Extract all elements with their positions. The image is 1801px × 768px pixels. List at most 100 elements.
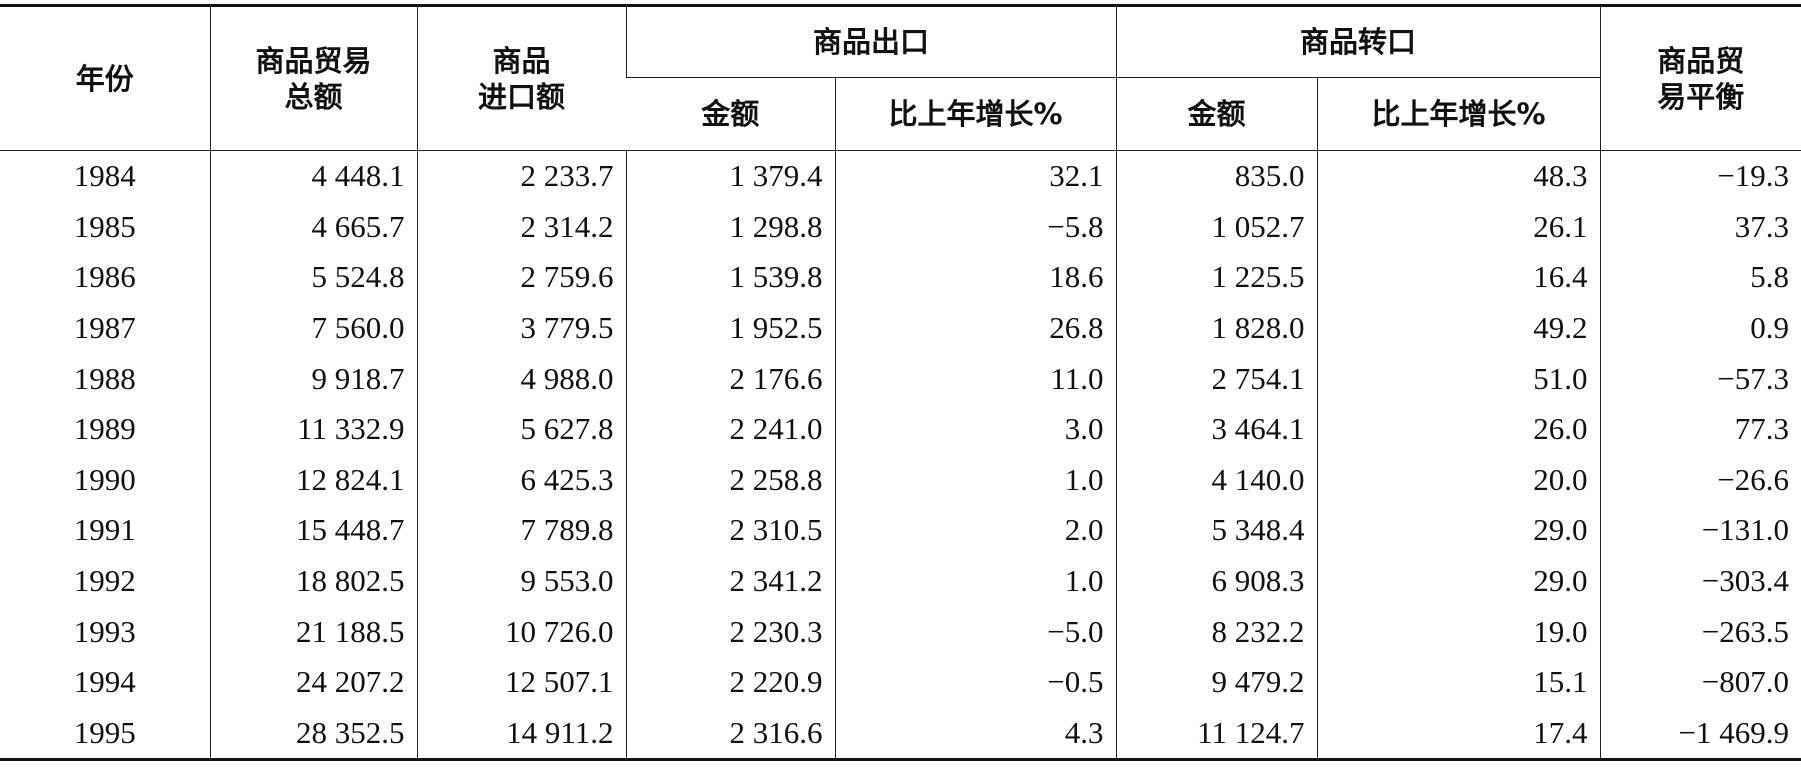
value-cell: 2 754.1 xyxy=(1115,353,1318,404)
value-cell: 1 828.0 xyxy=(1115,302,1318,354)
header-text: 商品贸易 xyxy=(255,43,372,78)
subheader-row: 金额 比上年增长% 金额 比上年增长% xyxy=(0,77,1801,151)
value-cell: 11 332.9 xyxy=(209,403,417,455)
value-cell: −19.3 xyxy=(1599,150,1801,202)
value-cell: 1 298.8 xyxy=(625,201,835,253)
value-cell: 4 140.0 xyxy=(1115,454,1318,506)
data-row: 1984 4 448.1 2 233.7 1 379.4 32.1 835.0 48.3 −1… xyxy=(0,150,1801,202)
data-row: 1993 21 188.5 10 726.0 2 230.3 −5.0 8 232.2 19… xyxy=(0,606,1801,657)
value-cell: 49.2 xyxy=(1316,302,1601,354)
subheader-cell: 金额 xyxy=(626,77,835,151)
value-cell: 9 918.7 xyxy=(209,353,417,404)
header-text: 商品转口 xyxy=(1300,25,1417,59)
value-cell: 3 779.5 xyxy=(416,302,626,354)
header-text: 总额 xyxy=(284,79,343,114)
header-cell: 商品 进口额 xyxy=(416,4,626,151)
value-cell: 15 448.7 xyxy=(209,505,417,556)
value-cell: 28 352.5 xyxy=(209,707,417,762)
value-cell: 2 316.6 xyxy=(625,707,835,762)
value-cell: −26.6 xyxy=(1599,454,1801,506)
year-cell: 1990 xyxy=(73,461,136,497)
subheader-cell: 比上年增长% xyxy=(834,77,1117,151)
value-cell: 29.0 xyxy=(1316,555,1601,607)
year-cell: 1984 xyxy=(73,158,136,194)
value-cell: 14 911.2 xyxy=(416,707,626,762)
value-cell: 51.0 xyxy=(1316,353,1601,404)
header-cell: 商品贸易 总额 xyxy=(209,4,417,151)
value-cell: 2 220.9 xyxy=(625,656,835,708)
year-cell: 1993 xyxy=(73,613,136,649)
header-text: 商品 xyxy=(492,43,551,78)
value-cell: 2 759.6 xyxy=(416,252,626,303)
value-cell: 17.4 xyxy=(1316,707,1601,762)
value-cell: 9 553.0 xyxy=(416,555,626,607)
value-cell: 2 233.7 xyxy=(416,150,626,202)
value-cell: 5 348.4 xyxy=(1115,505,1318,556)
header-cell: 年份 xyxy=(0,4,210,151)
value-cell: 2 176.6 xyxy=(625,353,835,404)
value-cell: 48.3 xyxy=(1316,150,1601,202)
value-cell: 2 314.2 xyxy=(416,201,626,253)
value-cell: 19.0 xyxy=(1316,606,1601,657)
value-cell: −5.8 xyxy=(834,201,1117,253)
subheader-cell: 金额 xyxy=(1115,77,1318,151)
subheader-cell: 比上年增长% xyxy=(1316,77,1601,151)
data-row: 1991 15 448.7 7 789.8 2 310.5 2.0 5 348.4 29.0… xyxy=(0,505,1801,556)
trade-table: 年份 商品贸易 总额 商品 进口额 商品出口 商品转口 商品贸 易平衡 金额 比上年增长% 金额 比上年… xyxy=(0,4,1801,762)
value-cell: 3 464.1 xyxy=(1115,403,1318,455)
value-cell: −1 469.9 xyxy=(1599,707,1801,762)
value-cell: 15.1 xyxy=(1316,656,1601,708)
value-cell: 1 539.8 xyxy=(625,252,835,303)
year-cell: 1988 xyxy=(73,360,136,396)
value-cell: 29.0 xyxy=(1316,505,1601,556)
header-text: 商品出口 xyxy=(813,25,930,59)
data-row: 1988 9 918.7 4 988.0 2 176.6 11.0 2 754.1 51.0… xyxy=(0,353,1801,404)
year-cell: 1992 xyxy=(73,563,136,599)
header-cell: 商品转口 xyxy=(1115,4,1601,78)
value-cell: 26.0 xyxy=(1316,403,1601,455)
value-cell: 24 207.2 xyxy=(209,656,417,708)
value-cell: 2.0 xyxy=(834,505,1117,556)
value-cell: 37.3 xyxy=(1599,201,1801,253)
header-text: 年份 xyxy=(75,61,134,96)
year-cell: 1994 xyxy=(73,664,136,700)
value-cell: 1 952.5 xyxy=(625,302,835,354)
value-cell: 26.1 xyxy=(1316,201,1601,253)
value-cell: 12 507.1 xyxy=(416,656,626,708)
value-cell: 5.8 xyxy=(1599,252,1801,303)
data-row: 1985 4 665.7 2 314.2 1 298.8 −5.8 1 052.7 26.1… xyxy=(0,201,1801,253)
header-text: 进口额 xyxy=(477,79,565,114)
value-cell: 77.3 xyxy=(1599,403,1801,455)
data-row: 1990 12 824.1 6 425.3 2 258.8 1.0 4 140.0 20.0… xyxy=(0,454,1801,506)
data-row: 1986 5 524.8 2 759.6 1 539.8 18.6 1 225.5 16.4… xyxy=(0,252,1801,303)
value-cell: 4 665.7 xyxy=(209,201,417,253)
value-cell: 4 448.1 xyxy=(209,150,417,202)
data-row: 1995 28 352.5 14 911.2 2 316.6 4.3 11 124.7 17… xyxy=(0,707,1801,762)
value-cell: −807.0 xyxy=(1599,656,1801,708)
header-text: 易平衡 xyxy=(1657,79,1745,114)
value-cell: 1 052.7 xyxy=(1115,201,1318,253)
year-cell: 1987 xyxy=(73,310,136,346)
value-cell: 4 988.0 xyxy=(416,353,626,404)
value-cell: 5 627.8 xyxy=(416,403,626,455)
data-row: 1987 7 560.0 3 779.5 1 952.5 26.8 1 828.0 49.2… xyxy=(0,302,1801,354)
value-cell: −263.5 xyxy=(1599,606,1801,657)
year-cell: 1991 xyxy=(73,512,136,548)
data-row: 1994 24 207.2 12 507.1 2 220.9 −0.5 9 479.2 15… xyxy=(0,656,1801,708)
value-cell: 4.3 xyxy=(834,707,1117,762)
data-row: 1989 11 332.9 5 627.8 2 241.0 3.0 3 464.1 26.0… xyxy=(0,403,1801,455)
value-cell: 0.9 xyxy=(1599,302,1801,354)
value-cell: −5.0 xyxy=(834,606,1117,657)
value-cell: 2 341.2 xyxy=(625,555,835,607)
value-cell: 20.0 xyxy=(1316,454,1601,506)
table-body: 1984 4 448.1 2 233.7 1 379.4 32.1 835.0 48.3 −1… xyxy=(0,150,1801,762)
value-cell: 1.0 xyxy=(834,454,1117,506)
header-cell: 商品出口 xyxy=(625,4,1117,78)
value-cell: 9 479.2 xyxy=(1115,656,1318,708)
value-cell: 12 824.1 xyxy=(209,454,417,506)
year-cell: 1995 xyxy=(0,707,210,762)
value-cell: 1 379.4 xyxy=(625,150,835,202)
value-cell: 1.0 xyxy=(834,555,1117,607)
